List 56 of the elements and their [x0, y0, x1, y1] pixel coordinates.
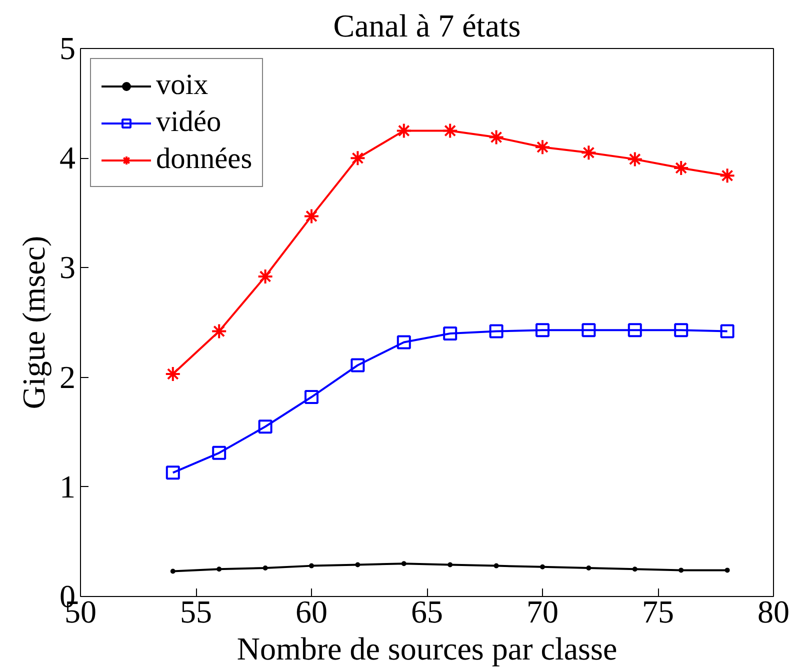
point: [258, 420, 272, 434]
point: [489, 324, 504, 338]
point: [350, 358, 365, 372]
point: [355, 562, 360, 568]
point: [536, 323, 550, 338]
point: [164, 366, 181, 382]
point: [309, 563, 314, 568]
point: [442, 122, 458, 139]
x-tick-label: 65: [411, 594, 443, 630]
y-axis-title: Gigue (msec): [16, 236, 52, 410]
point: [580, 144, 597, 161]
y-tick-label: 4: [60, 140, 76, 176]
point: [211, 323, 228, 340]
y-tick-label: 1: [60, 468, 76, 504]
point: [494, 563, 499, 568]
point: [304, 390, 318, 404]
point: [212, 446, 226, 460]
point: [401, 561, 406, 566]
point: [216, 566, 222, 572]
point: [626, 151, 643, 168]
point: [166, 466, 180, 480]
point: [540, 564, 545, 570]
point: [350, 150, 366, 166]
x-tick-label: 70: [526, 594, 558, 630]
point: [262, 566, 268, 570]
point: [488, 129, 504, 146]
point: [674, 323, 688, 338]
point: [534, 139, 550, 156]
point: [586, 566, 592, 570]
point: [720, 324, 734, 338]
point: [632, 566, 638, 572]
y-tick-label: 2: [60, 358, 76, 395]
legend-label: vidéo: [156, 106, 222, 139]
point: [678, 568, 684, 573]
point: [170, 568, 176, 574]
legend-label: voix: [156, 69, 208, 102]
point: [724, 568, 730, 573]
point: [443, 326, 458, 340]
y-tick-label: 5: [60, 30, 76, 66]
x-axis-title: Nombre de sources par classe: [236, 630, 618, 666]
legend-label: données: [156, 143, 252, 176]
point: [582, 323, 596, 338]
point: [396, 122, 412, 139]
x-tick-label: 80: [758, 594, 790, 630]
x-tick-label: 75: [642, 594, 674, 630]
x-tick-label: 60: [296, 594, 328, 630]
x-tick-label: 55: [180, 594, 212, 630]
point: [396, 335, 411, 350]
chart-title: Canal à 7 états: [333, 8, 521, 44]
point: [673, 160, 690, 176]
point: [304, 208, 320, 224]
point: [448, 562, 453, 568]
point: [719, 168, 736, 184]
point: [257, 268, 274, 284]
point: [628, 323, 642, 338]
y-tick-label: 3: [60, 249, 76, 286]
